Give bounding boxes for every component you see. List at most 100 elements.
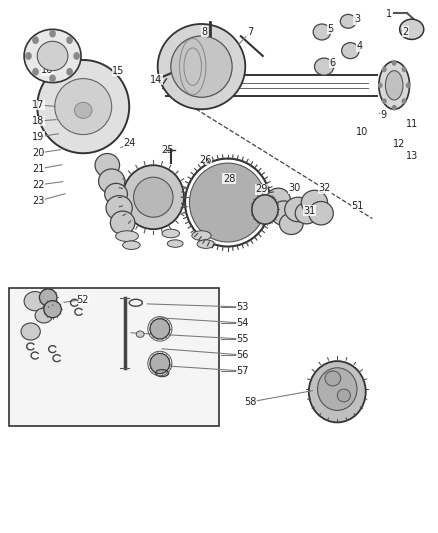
Ellipse shape [167, 240, 183, 247]
Ellipse shape [95, 154, 120, 177]
Ellipse shape [309, 361, 366, 422]
Circle shape [378, 83, 382, 87]
Ellipse shape [399, 19, 424, 39]
Ellipse shape [314, 58, 334, 75]
Ellipse shape [99, 169, 125, 193]
Ellipse shape [337, 389, 350, 402]
Ellipse shape [318, 368, 357, 410]
Text: 29: 29 [255, 184, 268, 194]
Text: 57: 57 [237, 366, 249, 376]
Circle shape [26, 53, 31, 59]
Ellipse shape [342, 43, 359, 59]
Text: 31: 31 [303, 206, 315, 215]
Text: 58: 58 [244, 397, 257, 407]
Ellipse shape [105, 183, 127, 205]
Text: 17: 17 [32, 100, 45, 110]
Ellipse shape [24, 292, 46, 311]
Text: 55: 55 [237, 334, 249, 344]
Text: 56: 56 [237, 350, 249, 360]
Text: 54: 54 [237, 318, 249, 328]
Text: 22: 22 [32, 180, 45, 190]
Text: 3: 3 [354, 14, 360, 24]
Text: 5: 5 [327, 24, 333, 34]
Ellipse shape [285, 197, 311, 222]
Text: 10: 10 [356, 127, 368, 137]
Text: 14: 14 [150, 75, 162, 85]
Ellipse shape [136, 331, 144, 337]
Ellipse shape [21, 323, 40, 340]
Text: 23: 23 [32, 196, 45, 206]
Text: 28: 28 [223, 174, 235, 183]
Text: 25: 25 [162, 146, 174, 155]
Text: 30: 30 [288, 183, 300, 193]
Ellipse shape [301, 190, 328, 215]
Circle shape [50, 30, 55, 37]
Text: 32: 32 [319, 183, 331, 193]
Ellipse shape [110, 211, 135, 235]
Circle shape [392, 61, 396, 65]
Text: 53: 53 [237, 302, 249, 312]
Circle shape [382, 99, 386, 103]
Text: 12: 12 [393, 139, 406, 149]
Circle shape [50, 75, 55, 82]
Text: 8: 8 [201, 27, 208, 37]
Ellipse shape [24, 29, 81, 83]
Ellipse shape [266, 188, 290, 212]
Circle shape [392, 106, 396, 110]
Ellipse shape [279, 213, 303, 235]
Ellipse shape [192, 231, 211, 240]
Ellipse shape [150, 353, 170, 374]
Bar [9, 288, 219, 426]
Ellipse shape [37, 60, 129, 153]
Text: 2: 2 [402, 27, 408, 37]
Ellipse shape [35, 308, 53, 323]
Text: 1: 1 [386, 9, 392, 19]
Ellipse shape [325, 371, 341, 386]
Ellipse shape [171, 36, 232, 97]
Circle shape [33, 69, 38, 75]
Text: 52: 52 [76, 295, 88, 304]
Ellipse shape [116, 231, 138, 241]
Text: 51: 51 [352, 201, 364, 211]
Text: 16: 16 [41, 66, 53, 75]
Text: 11: 11 [406, 119, 418, 128]
Circle shape [403, 99, 406, 103]
Ellipse shape [340, 14, 356, 28]
Ellipse shape [123, 165, 184, 229]
Text: 20: 20 [32, 148, 45, 158]
Circle shape [67, 37, 72, 43]
Ellipse shape [37, 41, 68, 70]
Ellipse shape [134, 177, 173, 217]
Circle shape [67, 69, 72, 75]
Text: 13: 13 [406, 151, 418, 160]
Text: 4: 4 [356, 42, 362, 51]
Circle shape [382, 67, 386, 71]
Ellipse shape [197, 240, 215, 248]
Ellipse shape [150, 319, 170, 339]
Ellipse shape [106, 196, 132, 220]
Text: 24: 24 [124, 138, 136, 148]
Ellipse shape [158, 24, 245, 109]
Circle shape [406, 83, 410, 87]
Text: 6: 6 [330, 58, 336, 68]
Ellipse shape [379, 61, 410, 109]
Text: 18: 18 [32, 116, 45, 126]
Ellipse shape [295, 203, 318, 224]
Text: 19: 19 [32, 132, 45, 142]
Circle shape [33, 37, 38, 43]
Ellipse shape [55, 78, 112, 134]
Ellipse shape [271, 201, 297, 225]
Ellipse shape [252, 195, 278, 224]
Text: 15: 15 [112, 66, 124, 76]
Ellipse shape [190, 163, 266, 242]
Circle shape [74, 53, 79, 59]
Text: 7: 7 [247, 27, 253, 37]
Ellipse shape [39, 289, 57, 306]
Ellipse shape [313, 24, 331, 40]
Ellipse shape [123, 241, 140, 249]
Ellipse shape [385, 70, 403, 100]
Ellipse shape [162, 229, 180, 238]
Ellipse shape [44, 301, 61, 318]
Circle shape [403, 67, 406, 71]
Text: 9: 9 [380, 110, 386, 120]
